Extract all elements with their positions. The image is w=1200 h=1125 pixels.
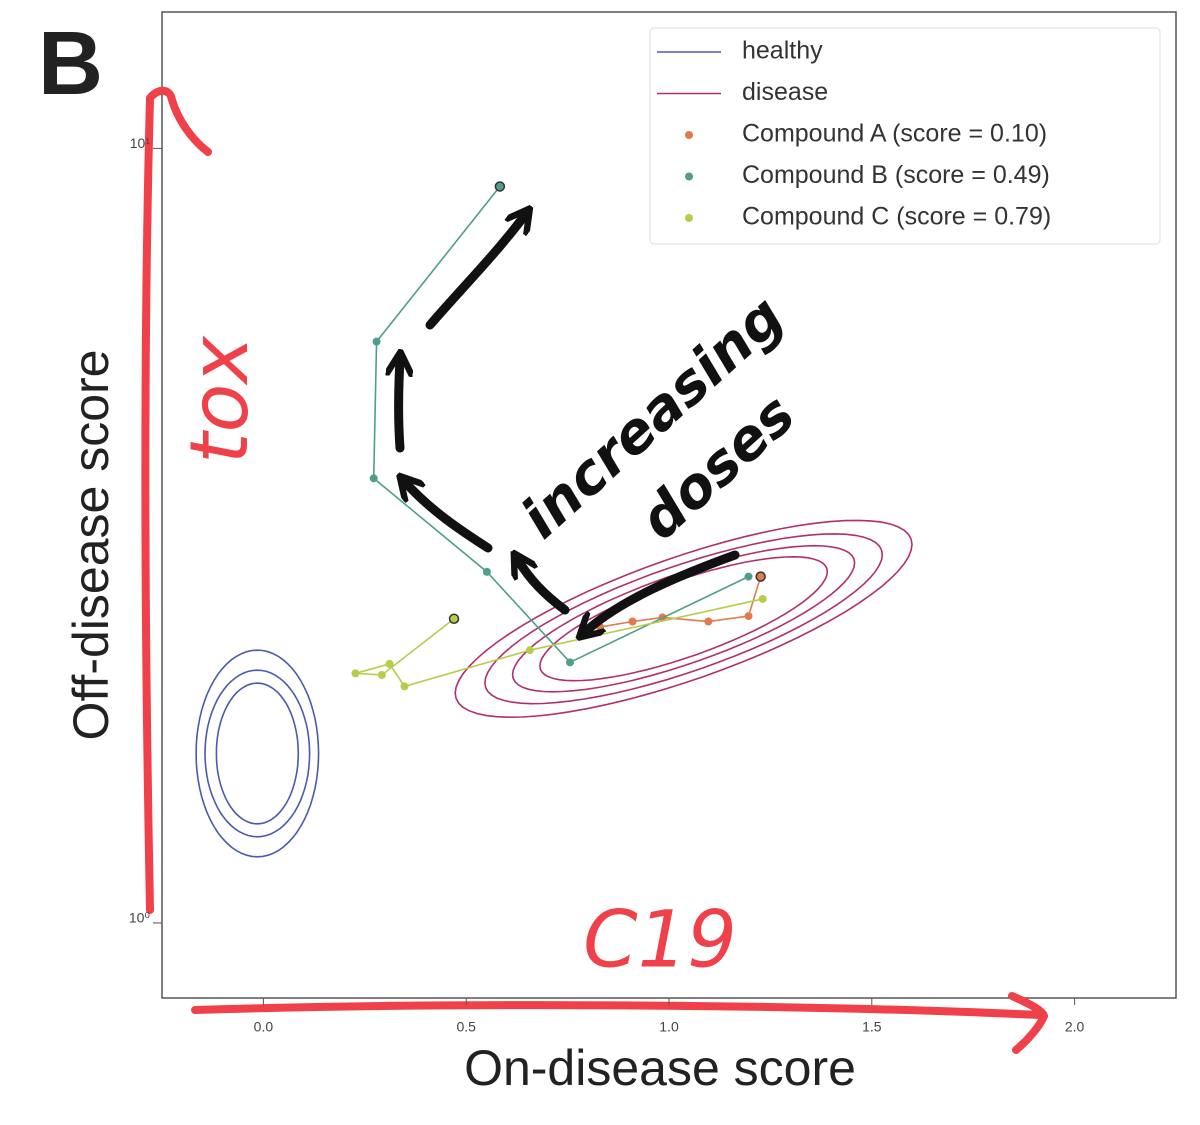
series-line: [372, 185, 749, 664]
x-tick-label: 0.5: [456, 1019, 476, 1035]
contour: [484, 533, 884, 705]
data-point: [448, 613, 460, 625]
plot-area: [195, 181, 913, 858]
c19-note: C19: [583, 895, 737, 985]
c19-arrow: [191, 992, 1049, 1054]
dose-arrow: [399, 360, 401, 453]
x-tick-label: 1.5: [862, 1019, 882, 1035]
data-point: [704, 617, 713, 626]
data-point: [744, 612, 753, 621]
data-point: [400, 682, 409, 691]
y-tick-label: 10⁰: [129, 910, 151, 926]
data-point: [755, 571, 766, 582]
data-point: [744, 572, 753, 581]
legend-label: healthy: [742, 37, 823, 65]
contour: [215, 682, 300, 825]
data-point: [525, 646, 534, 655]
legend-label: Compound C (score = 0.79): [742, 203, 1051, 231]
contour: [454, 519, 913, 719]
legend-label: Compound A (score = 0.10): [742, 120, 1047, 148]
dose-arrow: [425, 215, 525, 330]
data-point: [566, 658, 575, 667]
data-point: [494, 181, 506, 192]
legend-box: [649, 27, 1161, 245]
data-point: [758, 594, 767, 603]
x-tick-label: 2.0: [1065, 1019, 1085, 1035]
contour: [511, 544, 856, 693]
data-point: [628, 617, 637, 626]
data-point: [351, 669, 360, 678]
legend-swatch: [685, 131, 693, 139]
data-point: [377, 670, 386, 679]
legend-label: disease: [742, 78, 828, 106]
data-point: [385, 659, 394, 668]
legend-swatch: [685, 214, 693, 222]
legend-swatch: [685, 172, 693, 181]
x-axis-label: On-disease score: [464, 1040, 856, 1096]
y-tick-label: 10¹: [130, 135, 151, 151]
dose-arrows: [399, 215, 740, 632]
legend-entries: healthy disease Compound A (score = 0.10) C…: [657, 37, 1051, 231]
contour: [195, 649, 320, 858]
contour: [539, 555, 829, 682]
tox-arrow: [141, 86, 212, 914]
x-tick-label: 1.0: [659, 1019, 679, 1035]
dose-arrow: [518, 560, 570, 615]
data-point: [482, 567, 491, 576]
dose-arrow: [585, 550, 740, 632]
panel-label: B: [38, 14, 103, 114]
dose-arrow: [405, 482, 493, 553]
legend: healthy disease Compound A (score = 0.10) C…: [649, 27, 1161, 245]
contour: [204, 669, 311, 838]
series-line: [599, 576, 762, 628]
series-line: [355, 598, 763, 688]
legend-label: Compound B (score = 0.49): [742, 161, 1050, 189]
x-tick-label: 0.0: [254, 1019, 274, 1035]
y-axis-label: Off-disease score: [63, 350, 119, 741]
data-point: [369, 474, 378, 483]
data-point: [372, 337, 381, 346]
tox-note: tox: [173, 335, 266, 464]
